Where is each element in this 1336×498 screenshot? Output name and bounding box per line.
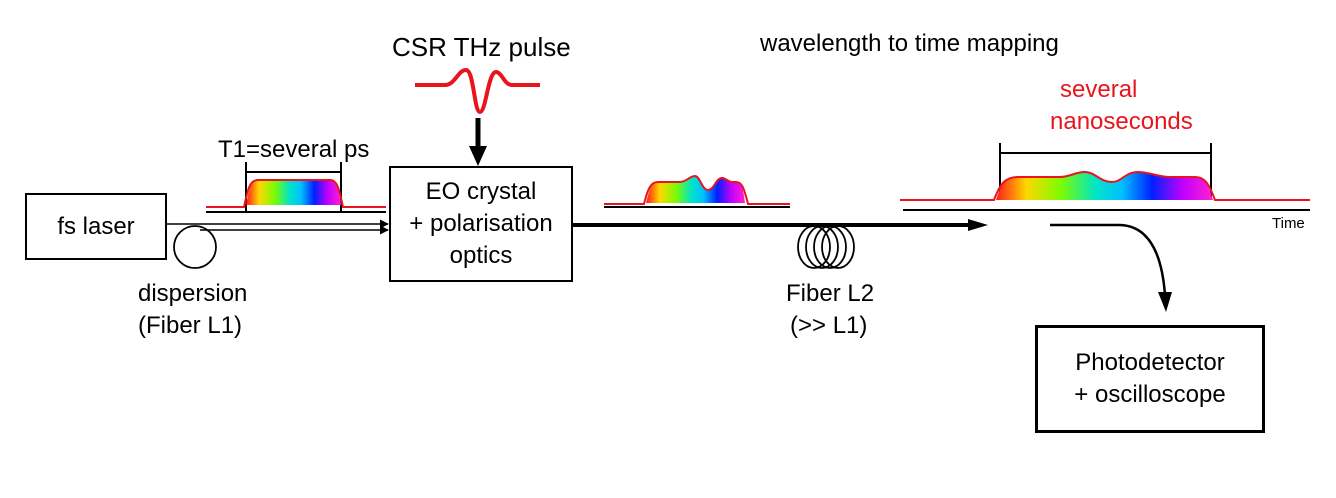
chirped-pulse-small-outline (206, 179, 386, 208)
nanoseconds-label: nanoseconds (1050, 108, 1193, 135)
main-beam-arrow-head (968, 219, 988, 231)
eo-optics-label: optics (449, 242, 513, 269)
thz-down-arrow-head (469, 146, 487, 166)
detector-curve (1050, 223, 1167, 296)
time-axis-label: Time (1272, 215, 1305, 232)
fiber-l2-label: Fiber L2 (786, 280, 875, 307)
modulated-pulse-small-outline (604, 174, 790, 205)
csr-thz-pulse-label: CSR THz pulse (392, 32, 571, 62)
dispersion-fiber-coil (173, 225, 217, 269)
dispersion-label: dispersion (138, 280, 248, 307)
stretched-pulse-large-outline (900, 170, 1310, 201)
detector-arrow-head (1158, 292, 1172, 312)
csr-thz-pulse-waveform (415, 67, 540, 115)
t1-label: T1=several ps (218, 136, 370, 163)
fiber-l2-ratio-label: (>> L1) (790, 312, 868, 339)
chirped-pulse-small (246, 180, 341, 205)
fiber-l2-coil-2 (805, 225, 839, 269)
wavelength-mapping-label: wavelength to time mapping (760, 30, 1059, 57)
eo-crystal-label: EO crystal (425, 178, 537, 205)
fiber-l2-coil-3 (813, 225, 847, 269)
eo-polarisation-label: + polarisation (409, 210, 553, 237)
oscilloscope-label: + oscilloscope (1074, 381, 1226, 408)
fiber-l2-coil-4 (821, 225, 855, 269)
fs-laser-label: fs laser (57, 212, 135, 240)
fiber-l1-label: (Fiber L1) (138, 312, 243, 339)
eo-crystal-box: EO crystal + polarisation optics (389, 166, 573, 282)
modulated-pulse-small (646, 176, 745, 203)
fs-laser-box: fs laser (25, 193, 167, 260)
photodetector-label: Photodetector (1075, 349, 1225, 376)
photodetector-box: Photodetector + oscilloscope (1035, 325, 1265, 433)
stretched-pulse-large (996, 172, 1213, 200)
fiber-l2-coil-1 (797, 225, 831, 269)
several-label: several (1060, 76, 1138, 103)
